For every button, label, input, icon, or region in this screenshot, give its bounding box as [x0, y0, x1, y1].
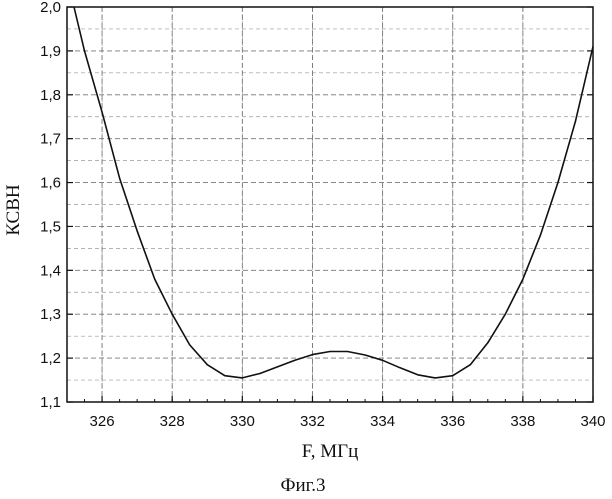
- x-axis-title: F, МГц: [302, 441, 359, 462]
- series-line: [74, 7, 593, 378]
- y-tick-label: 1,9: [40, 43, 61, 60]
- data-point: [592, 46, 593, 47]
- data-point: [522, 279, 523, 280]
- data-point: [207, 364, 208, 365]
- data-point: [73, 6, 74, 7]
- y-tick-label: 1,8: [40, 87, 61, 104]
- x-tick-label: 326: [90, 413, 115, 430]
- data-point: [101, 112, 102, 113]
- minor-gridlines: [67, 7, 593, 402]
- data-point: [277, 366, 278, 367]
- data-point: [294, 360, 295, 361]
- y-tick-label: 1,2: [40, 350, 61, 367]
- x-tick-labels: 326 328 330 332 334 336 338 340: [90, 413, 606, 430]
- data-point: [242, 377, 243, 378]
- y-tick-label: 1,5: [40, 218, 61, 235]
- y-tick-label: 1,3: [40, 306, 61, 323]
- data-point: [347, 351, 348, 352]
- data-point: [172, 314, 173, 315]
- y-tick-label: 1,7: [40, 131, 61, 148]
- data-point: [84, 50, 85, 51]
- data-point: [382, 360, 383, 361]
- x-tick-label: 340: [580, 413, 605, 430]
- y-tick-label: 1,1: [40, 394, 61, 411]
- data-point: [329, 351, 330, 352]
- x-tick-label: 332: [300, 413, 325, 430]
- data-point: [557, 182, 558, 183]
- y-tick-label: 1,4: [40, 262, 61, 279]
- y-tick-labels: 1,1 1,2 1,3 1,4 1,5 1,6 1,7 1,8 1,9 2,0: [40, 0, 61, 411]
- data-point: [119, 178, 120, 179]
- data-point: [137, 230, 138, 231]
- data-point: [224, 375, 225, 376]
- data-point: [575, 121, 576, 122]
- data-point: [400, 367, 401, 368]
- x-tick-label: 334: [370, 413, 395, 430]
- x-tick-label: 328: [160, 413, 185, 430]
- data-point: [189, 344, 190, 345]
- series-layer: [73, 6, 593, 378]
- data-point: [452, 375, 453, 376]
- x-tick-label: 330: [230, 413, 255, 430]
- figure-caption: Фиг.3: [280, 475, 325, 496]
- y-tick-label: 2,0: [40, 0, 61, 16]
- data-point: [259, 373, 260, 374]
- y-axis-title: КСВН: [3, 184, 24, 236]
- x-tick-label: 336: [440, 413, 465, 430]
- data-point: [505, 314, 506, 315]
- data-point: [435, 377, 436, 378]
- data-point: [364, 354, 365, 355]
- data-point: [540, 235, 541, 236]
- data-point: [417, 374, 418, 375]
- data-point: [487, 342, 488, 343]
- data-point: [470, 364, 471, 365]
- data-point: [154, 279, 155, 280]
- data-point: [312, 354, 313, 355]
- y-tick-label: 1,6: [40, 175, 61, 192]
- x-tick-label: 338: [510, 413, 535, 430]
